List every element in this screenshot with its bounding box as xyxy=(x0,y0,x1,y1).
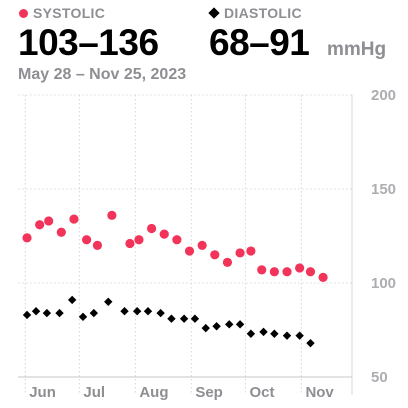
diastolic-point xyxy=(156,308,165,318)
systolic-point xyxy=(269,267,279,277)
systolic-point xyxy=(318,272,328,282)
x-tick-label: Jun xyxy=(29,384,56,401)
systolic-point xyxy=(35,220,45,230)
systolic-point xyxy=(147,223,157,234)
diastolic-point xyxy=(22,310,32,320)
legend-systolic: SYSTOLIC xyxy=(19,5,105,21)
systolic-point xyxy=(56,227,66,237)
diastolic-point xyxy=(179,314,189,323)
systolic-point xyxy=(210,250,220,260)
diastolic-point xyxy=(259,327,268,337)
systolic-point xyxy=(125,238,135,249)
diastolic-point xyxy=(132,307,142,316)
legend-diastolic: DIASTOLIC xyxy=(208,5,302,21)
diastolic-point xyxy=(295,331,304,340)
systolic-range-value: 103–136 xyxy=(18,22,159,63)
y-tick-label: 50 xyxy=(371,369,388,386)
systolic-point xyxy=(305,267,316,277)
diastolic-point xyxy=(306,338,315,348)
diastolic-point xyxy=(212,322,221,331)
diastolic-point xyxy=(78,312,88,322)
diastolic-point xyxy=(42,308,52,318)
systolic-point xyxy=(107,210,117,220)
diastolic-point xyxy=(67,295,77,305)
systolic-point xyxy=(222,257,233,267)
systolic-dot-icon xyxy=(19,8,28,18)
diastolic-point xyxy=(55,308,64,318)
diastolic-point xyxy=(190,314,200,323)
systolic-point xyxy=(246,246,256,256)
diastolic-point xyxy=(167,314,176,323)
systolic-point xyxy=(184,246,195,256)
systolic-point xyxy=(22,233,32,243)
diastolic-point xyxy=(246,329,256,338)
diastolic-point xyxy=(104,297,113,306)
diastolic-point xyxy=(201,323,210,333)
y-tick-label: 100 xyxy=(371,275,396,292)
diastolic-label: DIASTOLIC xyxy=(224,5,302,21)
date-range: May 28 – Nov 25, 2023 xyxy=(18,66,187,83)
x-tick-label: Oct xyxy=(249,384,274,401)
diastolic-point xyxy=(225,320,234,329)
diastolic-point xyxy=(120,307,129,316)
x-tick-label: Nov xyxy=(305,384,334,401)
unit-label: mmHg xyxy=(327,39,387,60)
diastolic-range-value: 68–91 xyxy=(209,22,310,63)
diastolic-point xyxy=(235,320,245,329)
systolic-point xyxy=(82,235,92,245)
systolic-point xyxy=(44,216,54,226)
y-tick-label: 200 xyxy=(371,87,396,104)
y-tick-label: 150 xyxy=(371,181,396,198)
systolic-point xyxy=(235,248,245,258)
x-tick-label: Aug xyxy=(139,384,168,401)
diastolic-point xyxy=(31,307,41,316)
systolic-point xyxy=(295,263,305,273)
systolic-point xyxy=(92,240,103,250)
x-tick-label: Jul xyxy=(83,384,105,401)
systolic-point xyxy=(282,267,292,277)
systolic-point xyxy=(69,214,79,224)
x-tick-label: Sep xyxy=(195,384,223,401)
systolic-point xyxy=(257,265,267,275)
diastolic-point xyxy=(282,331,292,340)
diastolic-point xyxy=(89,308,99,318)
systolic-point xyxy=(197,240,207,250)
systolic-label: SYSTOLIC xyxy=(33,5,106,21)
systolic-point xyxy=(159,229,169,239)
diastolic-point xyxy=(143,307,153,316)
diastolic-point xyxy=(270,329,279,338)
systolic-point xyxy=(172,235,182,245)
systolic-point xyxy=(134,235,144,245)
